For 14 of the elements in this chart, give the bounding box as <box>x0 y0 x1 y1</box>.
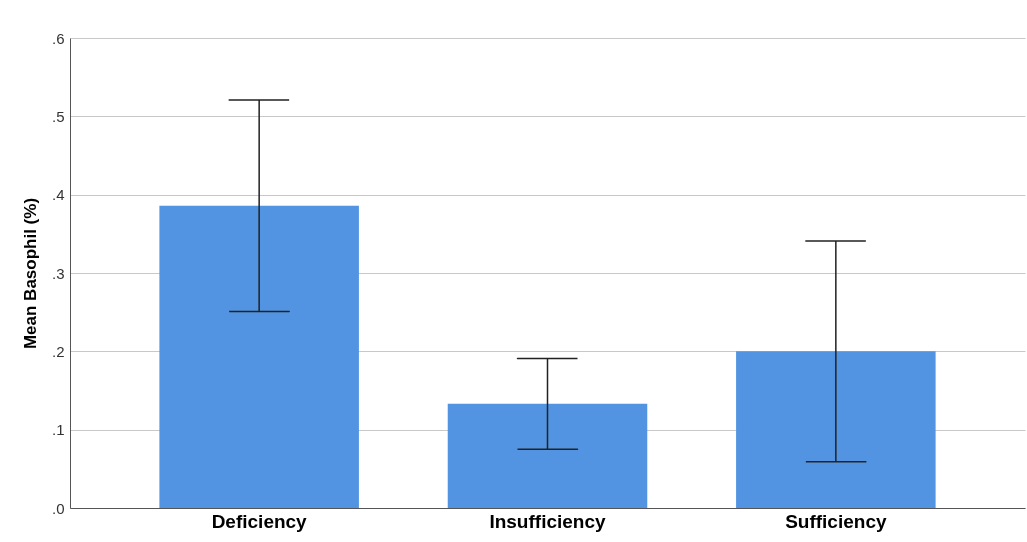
bar <box>736 351 936 508</box>
y-tick-label: .6 <box>51 29 65 47</box>
x-tick-label: Insufficiency <box>489 510 606 532</box>
x-tick-label: Deficiency <box>211 510 308 532</box>
y-tick-label: .5 <box>51 107 65 125</box>
y-tick-label: .4 <box>51 186 65 204</box>
x-tick-label: Sufficiency <box>785 510 887 532</box>
y-tick-label: .3 <box>51 264 65 282</box>
y-tick-label: .2 <box>51 342 65 360</box>
bar <box>447 403 648 508</box>
y-tick-label: .0 <box>51 499 65 517</box>
y-axis-title: Mean Basophil (%) <box>20 197 40 350</box>
y-tick-label: .1 <box>51 421 65 439</box>
bar <box>159 205 359 508</box>
